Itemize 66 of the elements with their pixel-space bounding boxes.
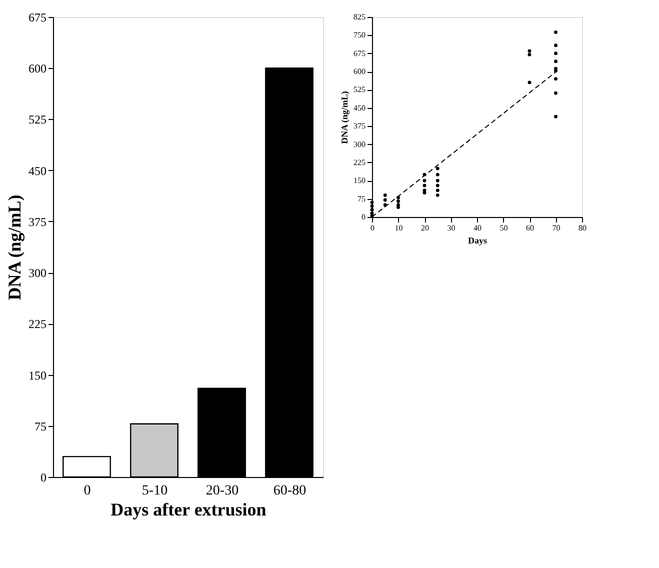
y-tick-label: 0 [362,212,366,222]
point [436,184,440,188]
y-tick-label: 600 [28,62,46,76]
point [370,200,374,204]
point [436,193,440,197]
x-axis-title: Days [468,236,488,246]
point [554,60,558,64]
point [554,91,558,95]
x-tick-label: 20-30 [206,484,239,498]
x-tick-label: 0 [370,224,374,232]
point [554,52,558,56]
y-tick-label: 450 [28,164,46,178]
point [528,49,532,53]
point [422,184,426,188]
point [422,178,426,182]
x-tick-label: 5-10 [142,484,168,498]
point [396,200,400,203]
point [370,208,374,212]
y-tick-label: 375 [28,214,46,229]
x-tick-label: 70 [552,224,560,232]
x-tick-label: 30 [447,224,456,232]
y-tick-label: 600 [354,67,366,76]
x-tick-label: 20 [421,224,429,232]
point [370,204,374,208]
point [528,52,532,56]
point [436,178,440,182]
x-tick-label: 60 [526,224,534,232]
point [554,114,558,118]
y-tick-label: 825 [354,12,366,22]
x-tick-label: 80 [578,224,586,232]
y-tick-label: 150 [354,176,366,186]
y-tick-label: 0 [40,470,46,484]
point [422,191,426,194]
x-tick-label: 50 [500,224,508,232]
point [436,172,440,176]
y-tick-label: 75 [358,194,366,204]
y-tick-label: 225 [354,158,366,167]
point [554,44,558,48]
point [396,206,400,210]
y-tick-label: 225 [28,317,46,332]
y-axis-title: DNA (ng/mL) [340,91,350,144]
point [436,188,440,192]
y-tick-label: 525 [354,85,366,94]
x-tick-label: 40 [474,224,482,232]
y-tick-label: 450 [354,103,366,112]
y-tick-label: 375 [354,122,366,131]
y-tick-label: 300 [28,266,46,280]
point [383,198,387,202]
point [436,166,440,170]
x-axis-title: Days after extrusion [110,500,266,520]
y-tick-label: 75 [34,419,46,434]
y-tick-label: 300 [354,140,366,149]
y-axis-title: DNA (ng/mL) [4,194,24,300]
point [554,69,558,73]
point [528,80,532,84]
y-tick-label: 675 [354,48,366,58]
point [554,77,558,81]
y-tick-label: 150 [28,368,46,382]
y-tick-label: 750 [354,30,366,40]
x-tick-label: 60-80 [273,484,306,498]
point [554,30,558,34]
x-tick-label: 10 [394,224,403,232]
point [383,193,387,197]
y-tick-label: 525 [28,112,46,127]
x-tick-label: 0 [84,484,91,498]
y-tick-label: 675 [28,10,46,24]
